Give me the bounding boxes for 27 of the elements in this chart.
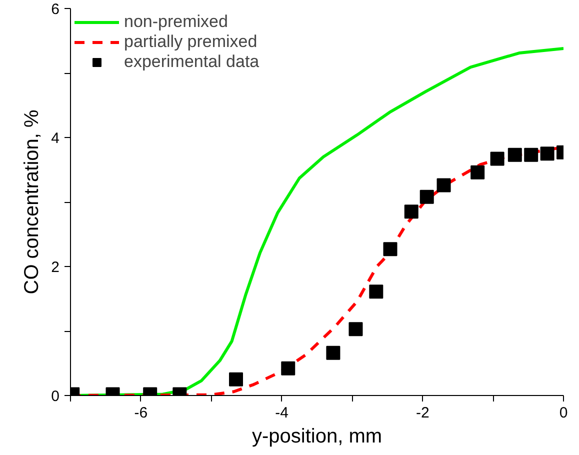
point — [490, 152, 504, 166]
legend-label: partially premixed — [124, 32, 258, 52]
point — [229, 372, 244, 386]
y-tick-label: 0 — [51, 388, 60, 405]
point — [420, 190, 434, 204]
x-tick-label: -4 — [275, 404, 288, 422]
y-tick-label: 2 — [51, 259, 60, 276]
point — [404, 204, 418, 219]
point — [470, 165, 485, 180]
x-axis-title: y-position, mm — [252, 426, 382, 448]
x-tick-label: -6 — [134, 404, 148, 422]
point — [369, 284, 384, 299]
point — [383, 242, 398, 256]
point — [540, 146, 554, 161]
y-tick-label: 4 — [51, 130, 60, 147]
point — [436, 178, 451, 192]
legend-label: experimental data — [124, 52, 260, 72]
point — [281, 361, 296, 376]
point — [348, 322, 363, 336]
point — [326, 346, 340, 360]
point — [508, 148, 522, 162]
y-axis-title: CO concentration, % — [21, 110, 44, 294]
x-tick-label: 0 — [559, 404, 568, 422]
y-tick-label: 6 — [51, 1, 60, 18]
point — [524, 148, 538, 162]
legend-label: non-premixed — [124, 12, 228, 32]
x-tick-label: -2 — [416, 404, 430, 422]
